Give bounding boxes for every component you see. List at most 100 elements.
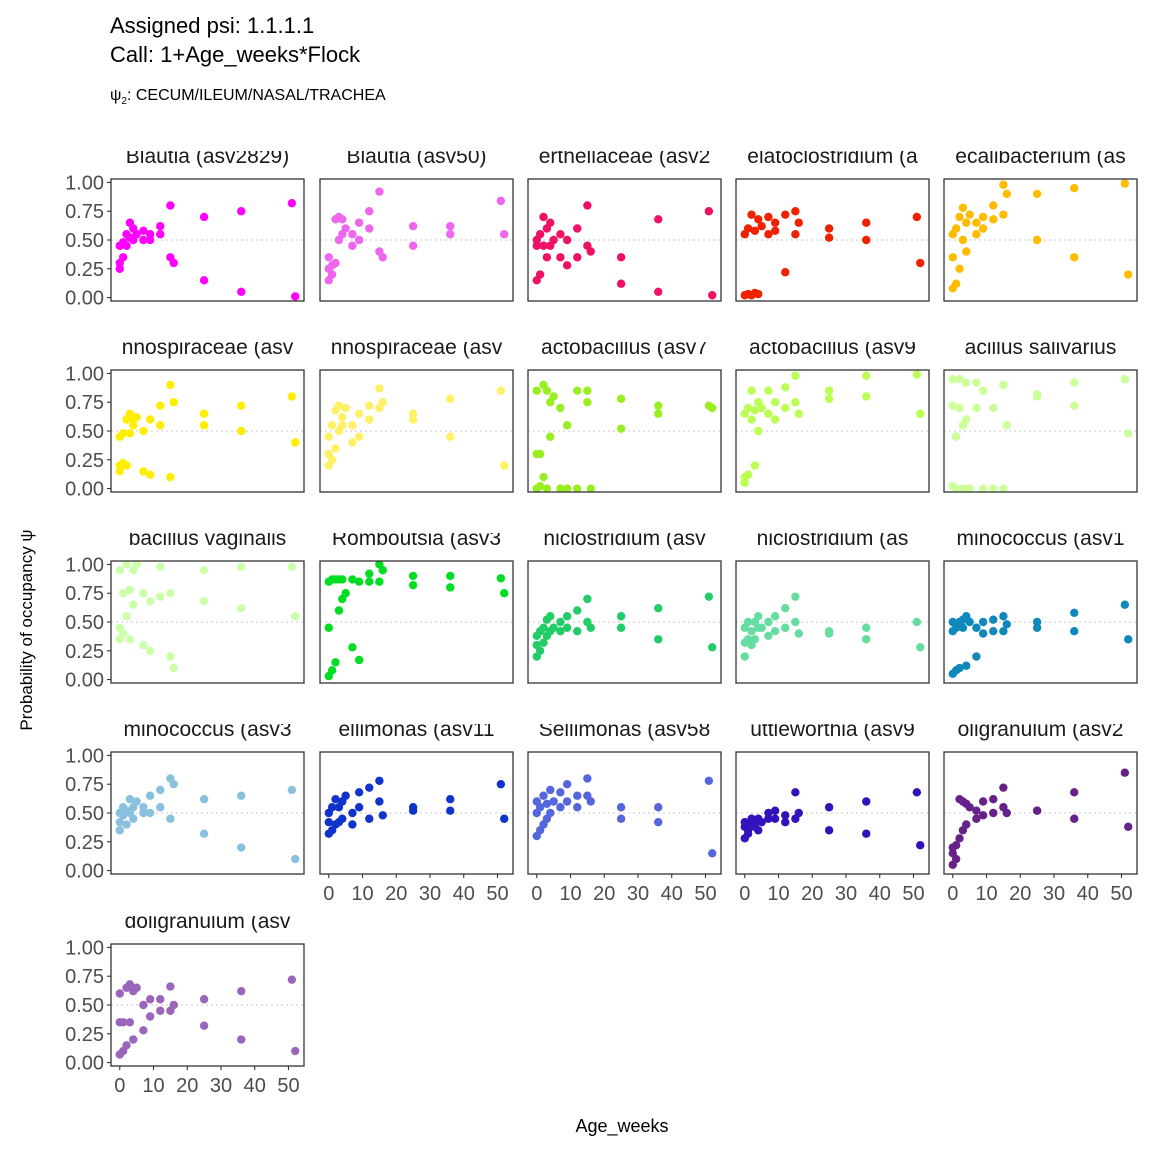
data-point [770, 612, 780, 621]
data-point [912, 617, 922, 627]
data-point [237, 603, 246, 613]
data-point [704, 776, 714, 785]
data-point [331, 444, 340, 453]
data-point [951, 484, 961, 493]
y-tick-label: 0.50 [65, 995, 104, 1017]
facet-strip-label: Romboutsia (asv3 [332, 527, 501, 550]
panel-border [943, 751, 1138, 875]
data-point [781, 811, 790, 820]
data-point [824, 629, 834, 638]
data-point [129, 1035, 138, 1044]
data-point [972, 378, 981, 387]
data-point [291, 1046, 300, 1056]
facet-panel: elatoclostridium (a [735, 151, 930, 302]
data-point [791, 230, 800, 239]
data-point [1070, 608, 1079, 617]
data-point [999, 612, 1008, 621]
data-point [199, 212, 209, 222]
data-point [199, 421, 209, 430]
data-point [989, 484, 998, 493]
data-point [375, 797, 384, 806]
data-point [132, 983, 141, 992]
data-point [586, 247, 595, 256]
x-tick-label: 0 [947, 883, 958, 905]
data-point [781, 268, 790, 277]
data-point [912, 212, 922, 222]
data-point [145, 597, 155, 606]
data-point [972, 806, 981, 815]
data-point [958, 235, 968, 245]
data-point [169, 780, 178, 789]
data-point [156, 401, 165, 410]
data-point [327, 270, 337, 279]
data-point [338, 412, 347, 422]
data-point [324, 818, 333, 827]
data-point [862, 635, 871, 644]
x-tick-label: 20 [385, 883, 407, 905]
data-point [978, 212, 988, 222]
data-point [794, 409, 803, 418]
data-point [549, 797, 558, 806]
data-point [754, 826, 763, 835]
y-tick-label: 1.00 [65, 745, 104, 767]
facet-strip-label: minococcus (asv3 [123, 718, 291, 741]
data-point [757, 221, 766, 231]
y-tick-label: 0.00 [65, 1053, 104, 1075]
panel-border [527, 560, 722, 684]
data-point [237, 791, 246, 800]
y-tick-label: 0.75 [65, 966, 104, 988]
data-point [965, 617, 974, 627]
data-point [616, 612, 626, 621]
data-point [989, 615, 998, 624]
data-point [562, 780, 572, 789]
data-point [562, 261, 572, 270]
facet-strip-label: niclostridium (as [757, 527, 909, 550]
facet-strip-label: oligranulum (asv2 [958, 718, 1124, 741]
x-tick-label: 30 [210, 1075, 232, 1097]
title-assigned-psi: Assigned psi: 1.1.1.1 [110, 13, 314, 38]
facet-panel: bacillus vaginalis 0.00 0.25 0.50 0.75 1.00 [65, 533, 305, 692]
data-point [583, 398, 592, 407]
x-tick-label: 10 [975, 883, 997, 905]
data-point [334, 606, 344, 615]
data-point [1120, 375, 1130, 384]
data-point [951, 224, 961, 233]
x-tick-label: 10 [142, 1075, 164, 1097]
facet-strip-label: uttleworthia (asv9 [750, 718, 915, 741]
data-point [573, 627, 582, 636]
data-point [1124, 429, 1133, 438]
data-point [408, 571, 418, 581]
data-point [583, 594, 592, 604]
facet-strip-label: nnospiraceae (asv [122, 336, 294, 359]
data-point [139, 589, 148, 598]
facet-panel: Sellimonas (asv58 0 10 20 30 40 50 [527, 724, 722, 905]
data-point [764, 631, 773, 641]
data-point [500, 814, 509, 823]
y-tick-label: 0.25 [65, 259, 104, 281]
data-point [781, 403, 790, 413]
data-point [862, 235, 871, 245]
data-point [287, 785, 297, 795]
data-point [556, 253, 565, 262]
data-point [951, 854, 961, 864]
data-point [862, 797, 871, 806]
x-tick-label: 50 [1110, 883, 1132, 905]
data-point [978, 797, 988, 806]
x-tick-label: 40 [453, 883, 475, 905]
data-point [118, 1018, 128, 1027]
data-point [199, 995, 209, 1004]
data-point [616, 814, 626, 823]
data-point [354, 218, 364, 227]
data-point [562, 612, 572, 621]
data-point [770, 218, 780, 227]
data-point [166, 380, 175, 390]
data-point [237, 287, 246, 296]
x-tick-label: 0 [114, 1075, 125, 1097]
data-point [965, 210, 974, 219]
data-point [125, 980, 135, 989]
data-point [955, 834, 964, 843]
data-point [446, 794, 455, 804]
data-point [446, 230, 455, 239]
data-point [654, 401, 663, 410]
data-point [446, 221, 455, 231]
